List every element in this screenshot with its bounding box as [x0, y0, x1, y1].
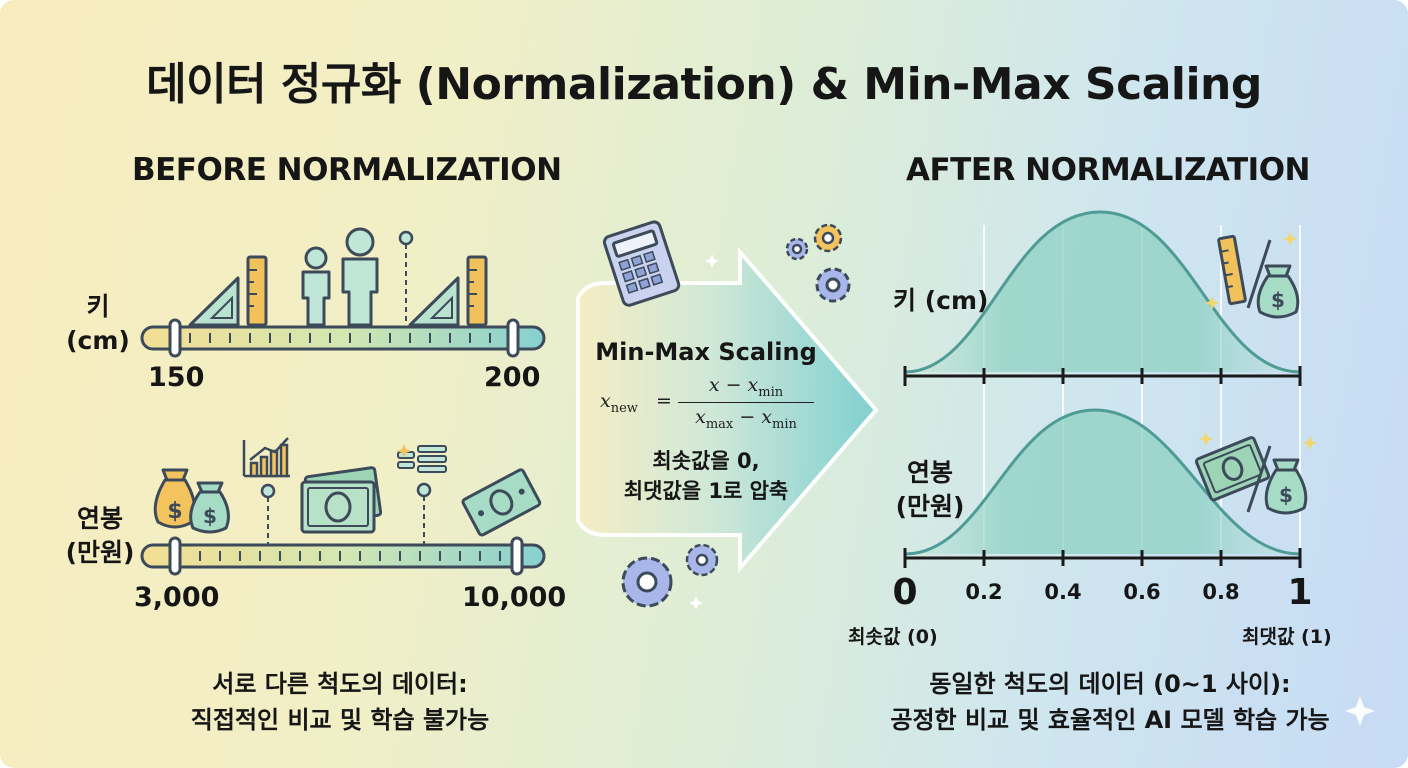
formula-fraction-bar — [678, 402, 814, 403]
formula-numerator-var: x − x — [708, 374, 759, 396]
max-value-label: 최댓값 (1) — [1242, 626, 1332, 648]
banknote-icon — [300, 466, 383, 534]
person-icon — [341, 227, 379, 327]
minmax-formula: xnew = x − xmin xmax − xmin — [598, 372, 818, 434]
height-scale-ticks — [189, 333, 491, 343]
normalized-axis — [903, 548, 1302, 568]
sparkle-icon — [1205, 296, 1219, 310]
before-caption: 서로 다른 척도의 데이터: 직접적인 비교 및 학습 불가능 — [100, 666, 580, 738]
money-bag-icon: $ — [1264, 458, 1308, 515]
gear-icon — [813, 223, 843, 253]
tick-label-0: 0 — [892, 572, 918, 613]
height-min-value: 150 — [148, 362, 205, 393]
after-salary-label-line2: (만원) — [895, 492, 965, 521]
money-bag-icon: $ — [189, 481, 230, 534]
sparkle-icon — [1303, 436, 1317, 450]
money-bag-icon: $ — [153, 468, 197, 529]
sparkle-icon — [1283, 232, 1297, 246]
after-salary-label: 연봉 (만원) — [880, 456, 980, 524]
salary-distribution-area — [905, 410, 1300, 554]
sparkle-icon — [689, 596, 703, 610]
formula-lhs-var: x — [600, 390, 611, 412]
salary-label-line2: (만원) — [65, 538, 135, 567]
calculator-icon — [602, 220, 681, 307]
height-max-value: 200 — [484, 362, 541, 393]
formula-denominator-var1: x — [695, 406, 706, 428]
formula-equals: = — [656, 390, 672, 412]
gear-icon — [785, 237, 809, 261]
ruler-icon — [246, 255, 268, 327]
ruler-icon — [1217, 234, 1247, 306]
height-label-line2: (cm) — [66, 326, 130, 355]
marker-pin — [260, 483, 276, 499]
scaling-note-line1: 최솟값을 0, — [652, 449, 760, 473]
gear-icon — [685, 543, 719, 577]
height-label-line1: 키 — [86, 292, 110, 321]
list-icon — [397, 445, 447, 473]
after-salary-label-line1: 연봉 — [906, 458, 953, 487]
salary-min-value: 3,000 — [134, 582, 220, 613]
height-axis — [903, 366, 1302, 386]
transform-arrow — [576, 246, 879, 574]
scaling-title: Min-Max Scaling — [595, 338, 817, 366]
tick-label-0.6: 0.6 — [1123, 580, 1161, 604]
sparkle-icon — [1199, 432, 1213, 446]
formula-denominator-sub1: max — [705, 416, 734, 432]
triangle-ruler-icon — [408, 276, 460, 327]
min-value-label: 최솟값 (0) — [848, 626, 938, 648]
salary-label: 연봉 (만원) — [52, 502, 148, 570]
after-height-label: 키 (cm) — [893, 286, 989, 315]
svg-text:$: $ — [203, 504, 217, 528]
before-caption-line2: 직접적인 비교 및 학습 불가능 — [190, 706, 490, 734]
formula-denominator-sub2: min — [772, 416, 797, 432]
bar-chart-icon — [242, 437, 290, 478]
formula-denominator: xmax − xmin — [678, 406, 814, 432]
sparkle-icon — [705, 254, 719, 268]
height-label: 키 (cm) — [58, 290, 138, 358]
gear-icon — [815, 267, 851, 303]
page-title: 데이터 정규화 (Normalization) & Min-Max Scalin… — [146, 59, 1262, 110]
formula-lhs: xnew — [600, 390, 638, 416]
svg-text:$: $ — [167, 499, 182, 524]
tick-label-0.4: 0.4 — [1044, 580, 1082, 604]
sparkle-icon — [397, 444, 411, 458]
formula-numerator-sub: min — [758, 384, 784, 400]
formula-denominator-var2: − x — [733, 406, 772, 428]
tick-label-0.2: 0.2 — [965, 580, 1003, 604]
marker-pin — [398, 230, 414, 246]
before-heading: BEFORE NORMALIZATION — [132, 152, 562, 188]
scaling-note: 최솟값을 0, 최댓값을 1로 압축 — [590, 446, 822, 506]
person-icon — [301, 246, 331, 327]
gear-icon — [621, 556, 673, 608]
height-distribution-area — [905, 212, 1300, 372]
after-heading: AFTER NORMALIZATION — [906, 152, 1311, 188]
height-distribution-curve — [904, 210, 1301, 374]
after-caption-line1: 동일한 척도의 데이터 (0~1 사이): — [929, 670, 1291, 698]
salary-distribution-curve — [904, 408, 1301, 556]
formula-lhs-sub: new — [610, 400, 638, 416]
money-bag-icon: $ — [1256, 264, 1300, 319]
svg-text:$: $ — [1279, 483, 1293, 507]
svg-text:$: $ — [1271, 288, 1285, 312]
after-caption-line2: 공정한 비교 및 효율적인 AI 모델 학습 가능 — [890, 706, 1330, 734]
banknote-icon — [1194, 436, 1271, 502]
height-scale — [140, 318, 546, 358]
salary-scale-ticks — [199, 551, 501, 561]
banknote-icon — [461, 468, 542, 537]
marker-pin — [416, 482, 432, 498]
tick-label-1: 1 — [1287, 572, 1313, 613]
before-caption-line1: 서로 다른 척도의 데이터: — [212, 670, 468, 698]
tick-label-0.8: 0.8 — [1202, 580, 1240, 604]
salary-scale — [140, 536, 546, 576]
salary-max-value: 10,000 — [462, 582, 567, 613]
triangle-ruler-icon — [188, 276, 240, 327]
after-caption: 동일한 척도의 데이터 (0~1 사이): 공정한 비교 및 효율적인 AI 모… — [830, 666, 1390, 738]
scaling-note-line2: 최댓값을 1로 압축 — [623, 479, 789, 503]
salary-label-line1: 연봉 — [76, 504, 123, 533]
sparkle-icon — [1345, 696, 1375, 726]
ruler-icon — [466, 255, 488, 327]
formula-numerator: x − xmin — [678, 374, 814, 400]
